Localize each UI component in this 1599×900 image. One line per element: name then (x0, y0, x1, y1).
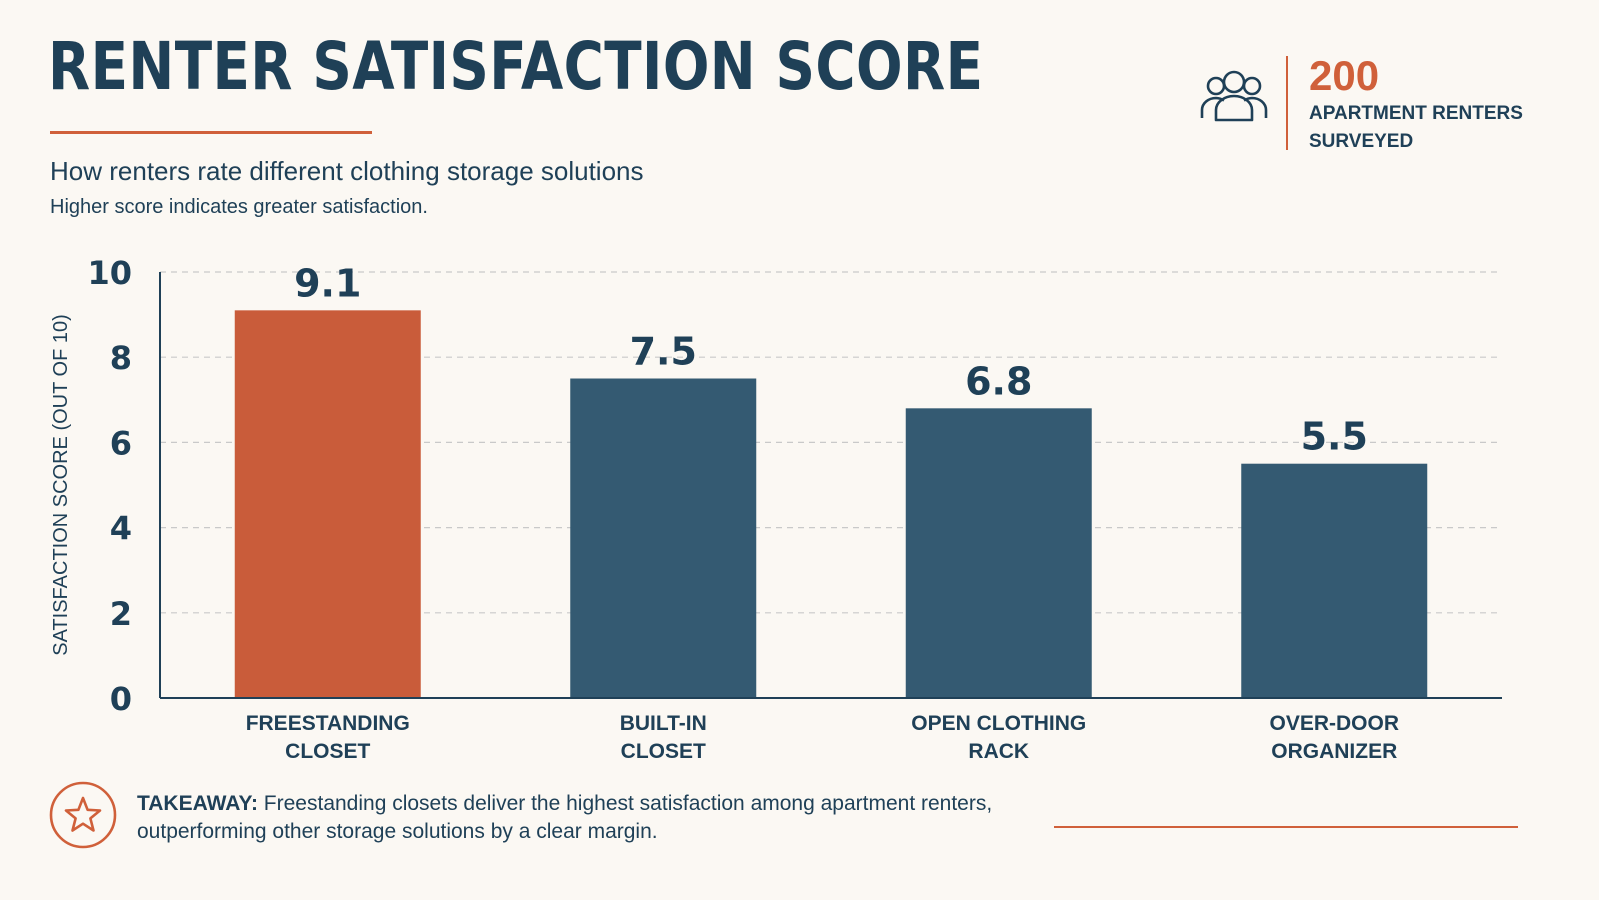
takeaway-body: Freestanding closets deliver the highest… (137, 792, 993, 843)
y-tick-label: 4 (110, 510, 132, 548)
bar-3 (1241, 463, 1428, 698)
x-tick-label: ORGANIZER (1271, 740, 1397, 763)
y-tick-label: 0 (110, 680, 132, 718)
star-icon (49, 781, 117, 849)
survey-label: APARTMENT RENTERS SURVEYED (1309, 103, 1523, 152)
chart-subtitle: How renters rate different clothing stor… (50, 156, 644, 186)
chart-note: Higher score indicates greater satisfact… (50, 196, 428, 218)
bar-value-label: 9.1 (294, 261, 361, 305)
bar-value-label: 6.8 (965, 359, 1032, 403)
survey-count: 200 (1309, 52, 1380, 99)
takeaway-label: TAKEAWAY: (137, 792, 258, 815)
people-group-icon (1200, 70, 1268, 122)
bar-1 (570, 378, 757, 698)
bar-chart: 0 2 4 6 8 10 SATISFACTION SCORE (OUT OF 10) 9.1… (50, 254, 1502, 763)
x-tick-label: BUILT-IN (620, 712, 707, 735)
x-tick-label: RACK (968, 740, 1029, 763)
y-axis-label: SATISFACTION SCORE (OUT OF 10) (50, 314, 72, 656)
x-tick-label: OVER-DOOR (1269, 712, 1399, 735)
title-underline (50, 131, 372, 134)
survey-divider (1286, 56, 1288, 150)
x-tick-label: OPEN CLOTHING (911, 712, 1086, 735)
x-tick-label: FREESTANDING (246, 712, 410, 735)
bar-value-label: 5.5 (1301, 415, 1368, 459)
x-tick-label: CLOSET (621, 740, 706, 763)
bar-0 (234, 310, 421, 698)
y-tick-label: 6 (110, 424, 132, 462)
y-tick-label: 10 (87, 254, 132, 292)
y-tick-label: 2 (110, 595, 132, 633)
takeaway-text: TAKEAWAY: Freestanding closets deliver t… (137, 790, 1067, 846)
footer-line (1054, 826, 1518, 828)
bar-2 (905, 408, 1092, 698)
y-tick-label: 8 (110, 339, 132, 377)
x-tick-label: CLOSET (285, 740, 370, 763)
bar-value-label: 7.5 (630, 330, 697, 374)
chart-title: RENTER SATISFACTION SCORE (48, 28, 984, 105)
